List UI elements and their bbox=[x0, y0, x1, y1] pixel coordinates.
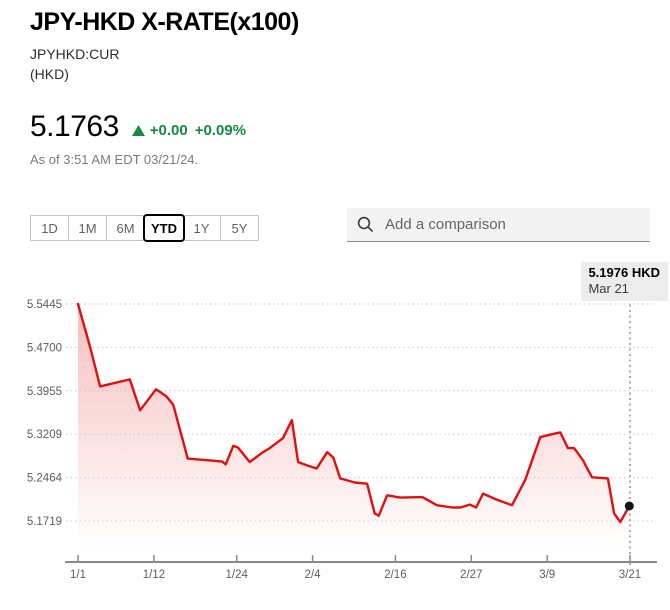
annotation-price: 5.1976 HKD bbox=[588, 265, 660, 280]
range-tab-1d[interactable]: 1D bbox=[30, 215, 69, 241]
range-tab-6m[interactable]: 6M bbox=[106, 215, 145, 241]
quote-section: 5.1763 +0.00 +0.09% As of 3:51 AM EDT 03… bbox=[30, 110, 247, 168]
header: JPY-HKD X-RATE(x100) JPYHKD:CUR (HKD) bbox=[30, 8, 299, 82]
price-change-percent: +0.09% bbox=[194, 122, 247, 139]
range-tab-5y[interactable]: 5Y bbox=[220, 215, 259, 241]
x-axis-label: 2/27 bbox=[460, 569, 482, 581]
x-axis-label: 2/16 bbox=[384, 569, 406, 581]
x-axis-label: 1/1 bbox=[70, 569, 86, 581]
ticker-currency-unit: (HKD) bbox=[30, 66, 69, 82]
y-axis-label: 5.4700 bbox=[27, 342, 62, 354]
price-change: +0.00 bbox=[149, 122, 188, 139]
last-price-annotation: 5.1976 HKD Mar 21 bbox=[581, 262, 668, 301]
endpoint-marker bbox=[624, 501, 634, 511]
price-line bbox=[76, 302, 631, 524]
last-price: 5.1763 bbox=[30, 110, 119, 143]
price-chart: 5.5445 5.4700 5.3955 5.3209 5.2464 5.1719 1/1 1… bbox=[0, 255, 670, 605]
as-of-timestamp: As of 3:51 AM EDT 03/21/24. bbox=[30, 152, 199, 167]
range-tab-1m[interactable]: 1M bbox=[68, 215, 107, 241]
x-axis-label: 1/12 bbox=[143, 569, 165, 581]
x-axis-label: 3/21 bbox=[619, 569, 641, 581]
x-axis-label: 3/9 bbox=[539, 569, 555, 581]
search-icon bbox=[357, 216, 374, 233]
range-tabs: 1D 1M 6M YTD 1Y 5Y bbox=[30, 214, 259, 242]
chart-canvas[interactable]: 5.5445 5.4700 5.3955 5.3209 5.2464 5.1719 1/1 1… bbox=[0, 255, 670, 605]
price-change-group: +0.00 +0.09% bbox=[131, 122, 247, 142]
comparison-search[interactable] bbox=[347, 208, 650, 242]
up-arrow-icon bbox=[131, 125, 145, 136]
annotation-date: Mar 21 bbox=[588, 281, 629, 296]
x-axis-label: 2/4 bbox=[305, 569, 322, 581]
ticker-symbol: JPYHKD:CUR bbox=[30, 46, 120, 62]
price-area bbox=[78, 304, 630, 562]
y-axis-label: 5.1719 bbox=[27, 516, 62, 528]
range-tab-ytd[interactable]: YTD bbox=[143, 214, 185, 242]
y-axis-label: 5.3209 bbox=[27, 429, 62, 441]
y-axis-label: 5.2464 bbox=[27, 473, 63, 485]
range-tab-1y[interactable]: 1Y bbox=[182, 215, 221, 241]
y-axis-label: 5.5445 bbox=[27, 299, 62, 311]
comparison-search-input[interactable] bbox=[383, 215, 640, 234]
y-axis-label: 5.3955 bbox=[27, 386, 62, 398]
x-axis-label: 1/24 bbox=[226, 569, 249, 581]
page-title: JPY-HKD X-RATE(x100) bbox=[30, 8, 299, 36]
